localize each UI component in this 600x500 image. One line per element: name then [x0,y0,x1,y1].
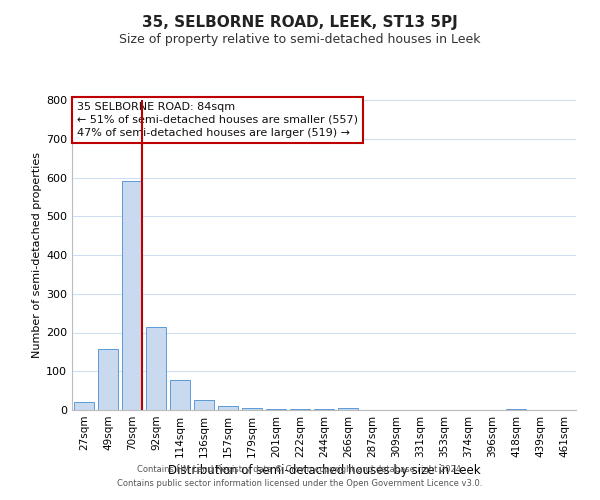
Bar [218,406,238,410]
Y-axis label: Number of semi-detached properties: Number of semi-detached properties [32,152,42,358]
Bar [74,402,94,410]
Bar [266,409,286,410]
Bar [506,409,526,410]
Bar [242,408,262,410]
Bar [314,409,334,410]
Bar [98,349,118,410]
Text: Contains HM Land Registry data © Crown copyright and database right 2024.
Contai: Contains HM Land Registry data © Crown c… [118,466,482,487]
Bar [290,409,310,410]
Bar [338,408,358,410]
Bar [146,326,166,410]
X-axis label: Distribution of semi-detached houses by size in Leek: Distribution of semi-detached houses by … [167,464,481,477]
Text: Size of property relative to semi-detached houses in Leek: Size of property relative to semi-detach… [119,32,481,46]
Bar [170,380,190,410]
Bar [194,400,214,410]
Text: 35, SELBORNE ROAD, LEEK, ST13 5PJ: 35, SELBORNE ROAD, LEEK, ST13 5PJ [142,15,458,30]
Bar [122,181,142,410]
Text: 35 SELBORNE ROAD: 84sqm
← 51% of semi-detached houses are smaller (557)
47% of s: 35 SELBORNE ROAD: 84sqm ← 51% of semi-de… [77,102,358,138]
